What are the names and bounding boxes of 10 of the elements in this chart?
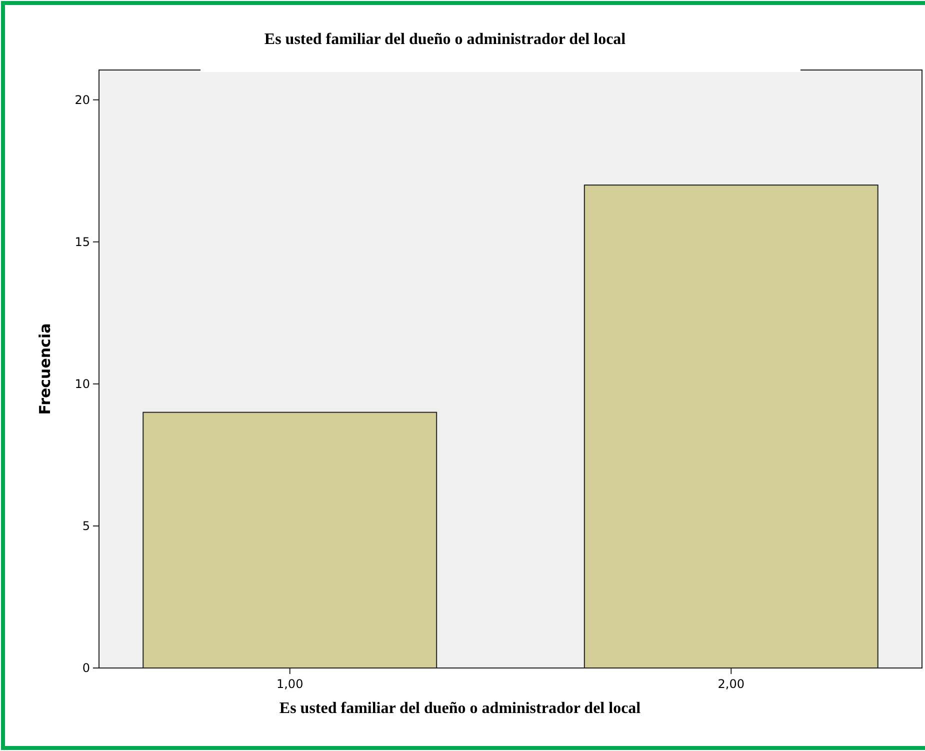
y-tick-label: 10 bbox=[74, 376, 90, 391]
y-axis-title: Frecuencia bbox=[36, 323, 54, 415]
x-tick-label: 2,00 bbox=[718, 677, 745, 691]
y-tick-label: 15 bbox=[74, 234, 90, 249]
y-tick-label: 20 bbox=[74, 92, 90, 107]
x-axis-title: Es usted familiar del dueño o administrador del local bbox=[279, 700, 642, 717]
chart-title: Es usted familiar del dueño o administrador del local bbox=[264, 31, 626, 48]
y-tick-label: 5 bbox=[82, 518, 90, 533]
x-tick-label: 1,00 bbox=[276, 677, 304, 691]
y-tick-label: 0 bbox=[82, 661, 90, 675]
